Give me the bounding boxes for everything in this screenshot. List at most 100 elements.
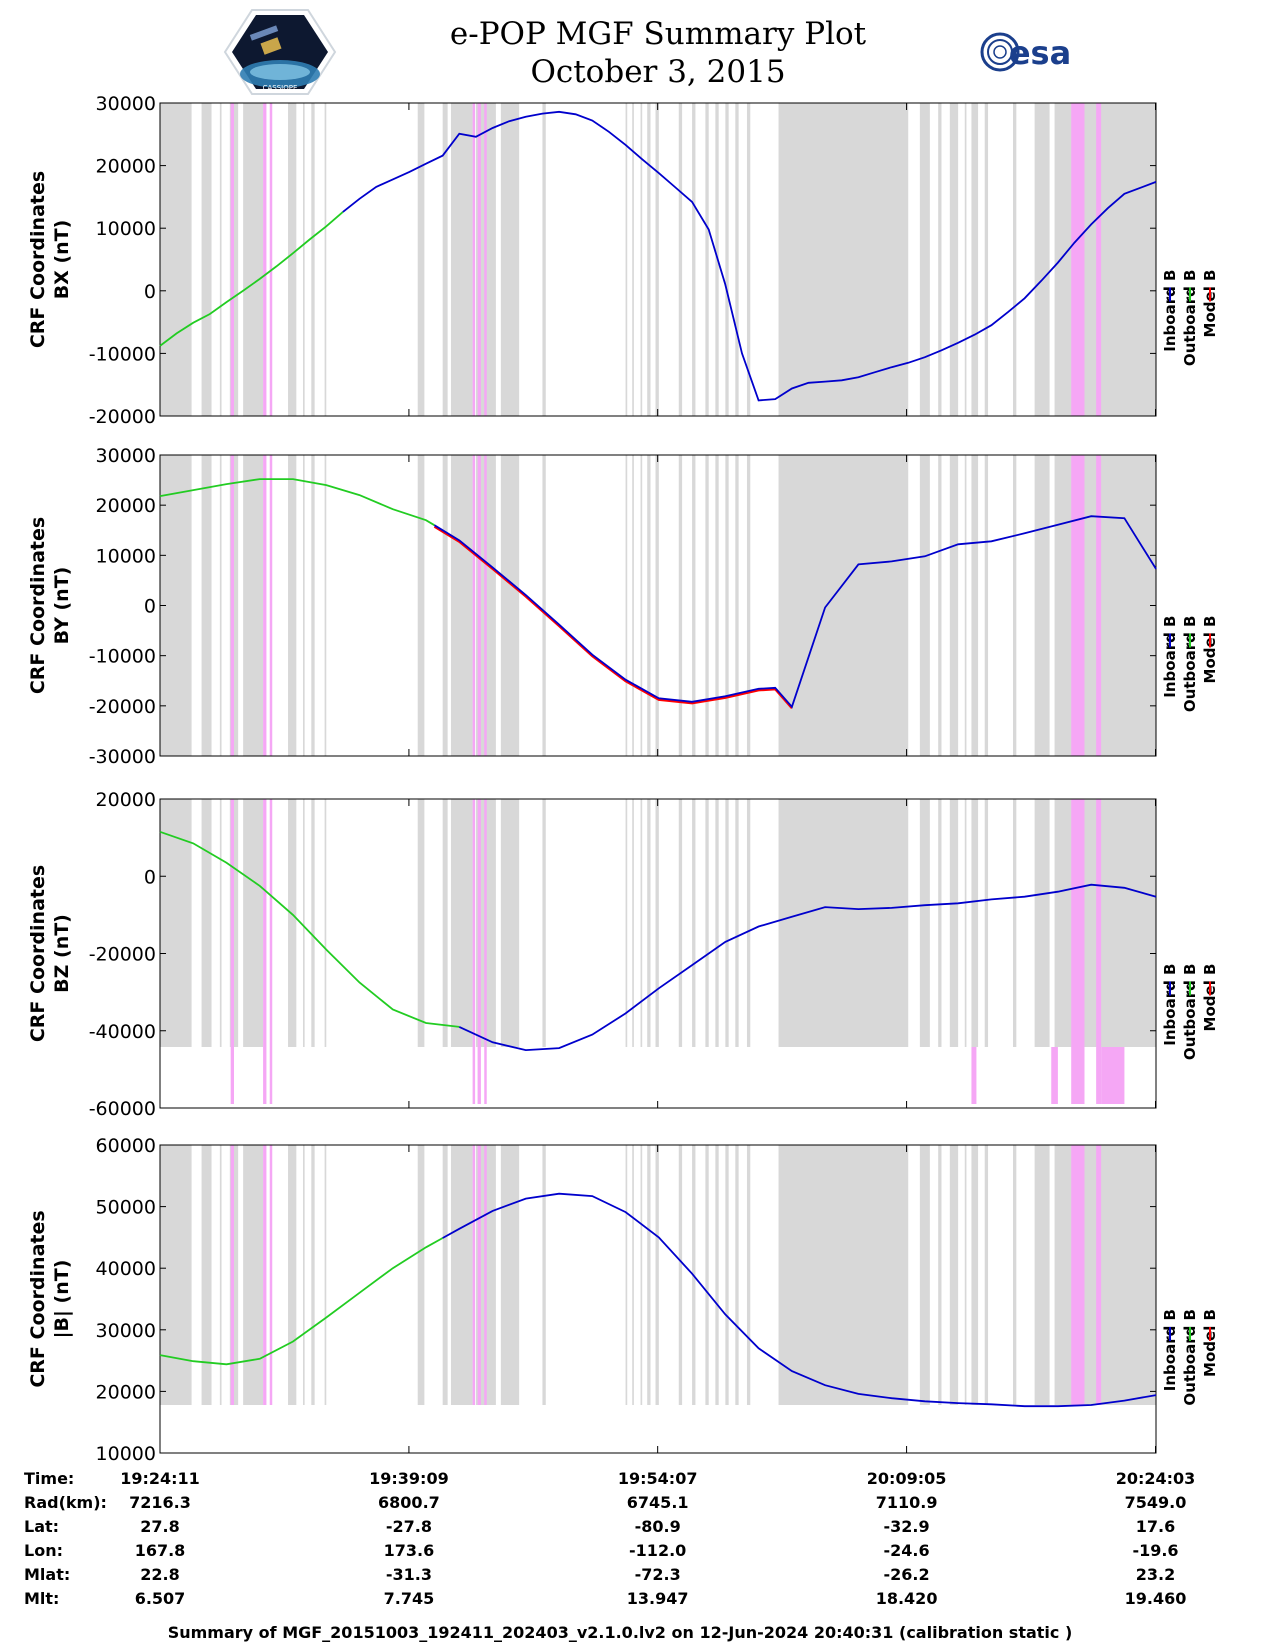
time-table-cell: -19.6: [1132, 1541, 1178, 1560]
y-tick-label: -20000: [89, 696, 156, 718]
mask-gray-band: [938, 103, 942, 416]
mask-gray-band: [984, 799, 989, 1047]
mask-gray-band: [640, 103, 643, 416]
mask-gray-band: [201, 1145, 212, 1405]
y-tick-label: -20000: [89, 406, 156, 428]
mask-gray-band: [324, 103, 327, 416]
mask-gray-band: [678, 455, 683, 756]
mask-gray-band: [625, 455, 628, 756]
mask-pink-band: [263, 455, 267, 756]
mask-gray-band: [160, 799, 192, 1047]
time-table-cell: 6745.1: [627, 1493, 689, 1512]
legend-label: Outboard B: [1181, 1309, 1199, 1406]
legend-label: Model B: [1201, 270, 1219, 338]
y-tick-label: 60000: [96, 1135, 156, 1157]
y-tick-label: 20000: [96, 1381, 156, 1403]
y-axis-label-line2: |B| (nT): [51, 1260, 73, 1339]
y-tick-label: 20000: [96, 156, 156, 178]
mask-gray-band: [735, 455, 739, 756]
time-table-cell: 19:54:07: [618, 1469, 698, 1488]
mask-gray-band: [778, 103, 909, 416]
mask-pink-band: [1071, 455, 1085, 756]
time-table-cell: 22.8: [140, 1565, 179, 1584]
time-table-cell: 173.6: [384, 1541, 435, 1560]
y-tick-label: 30000: [96, 1320, 156, 1342]
mask-gray-band: [442, 103, 448, 416]
mask-pink-band: [263, 799, 267, 1104]
mask-gray-band: [778, 1145, 909, 1405]
mask-pink-band: [484, 799, 487, 1104]
mask-pink-band: [269, 103, 273, 416]
mask-pink-band: [230, 455, 234, 756]
y-axis-label-line1: CRF Coordinates: [27, 865, 49, 1042]
y-tick-label: -10000: [89, 343, 156, 365]
mask-gray-band: [219, 1145, 222, 1405]
y-tick-label: -30000: [89, 746, 156, 768]
mask-gray-band: [1013, 455, 1017, 756]
legend-label: Model B: [1201, 964, 1219, 1032]
legend: Inboard B Outboard B Model B: [1161, 616, 1219, 713]
mask-gray-band: [715, 455, 719, 756]
mask-gray-band: [311, 799, 315, 1047]
time-table-cell: 17.6: [1136, 1517, 1175, 1536]
mask-pink-band: [971, 1047, 977, 1104]
mask-gray-band: [219, 799, 222, 1047]
mask-gray-band: [964, 103, 967, 416]
time-table-cell: 7216.3: [129, 1493, 191, 1512]
mask-pink-band: [1096, 1145, 1102, 1405]
mask-gray-band: [655, 799, 659, 1047]
mask-pink-band: [269, 455, 273, 756]
mask-gray-band: [219, 455, 222, 756]
mask-gray-band: [705, 799, 709, 1047]
mask-gray-band: [302, 103, 305, 416]
mask-gray-band: [647, 1145, 651, 1405]
mask-gray-band: [201, 799, 212, 1047]
mask-gray-band: [219, 103, 222, 416]
legend-label: Inboard B: [1161, 964, 1179, 1046]
mask-gray-band: [984, 1145, 989, 1405]
time-table-cell: 20:24:03: [1116, 1469, 1196, 1488]
y-tick-label: 0: [144, 281, 156, 303]
mask-gray-band: [1054, 799, 1156, 1047]
legend-label: Outboard B: [1181, 964, 1199, 1061]
series-inboard-line: [458, 883, 1157, 1052]
mask-gray-band: [288, 1145, 297, 1405]
mask-gray-band: [735, 103, 739, 416]
mask-gray-band: [1013, 103, 1017, 416]
mask-gray-band: [725, 799, 729, 1047]
mask-gray-band: [417, 799, 425, 1047]
y-axis-label-line2: BY (nT): [51, 567, 73, 645]
time-table-cell: -31.3: [386, 1565, 432, 1584]
legend-label: Model B: [1201, 616, 1219, 684]
y-tick-label: 10000: [96, 218, 156, 240]
mask-gray-band: [971, 103, 979, 416]
mask-gray-band: [632, 1145, 634, 1405]
mask-pink-band: [1096, 799, 1102, 1104]
mask-gray-band: [450, 103, 473, 416]
mask-gray-band: [1034, 455, 1050, 756]
time-table-row-label: Lat:: [24, 1517, 59, 1536]
mask-pink-band: [230, 103, 234, 416]
mask-gray-band: [746, 799, 751, 1047]
panel-bmag: 60000 50000 40000 30000 20000 10000 CRF Coordi…: [27, 1135, 1219, 1465]
mask-pink-band: [477, 799, 481, 1104]
mask-gray-band: [735, 1145, 739, 1405]
time-table-cell: 27.8: [140, 1517, 179, 1536]
series-model-line: [433, 525, 793, 710]
y-axis-label-line2: BZ (nT): [51, 914, 73, 993]
mask-gray-band: [746, 1145, 751, 1405]
y-tick-label: 0: [144, 866, 156, 888]
series-outboard-line: [159, 478, 435, 526]
legend: Inboard B Outboard B Model B: [1161, 964, 1219, 1061]
mask-gray-band: [735, 799, 739, 1047]
mask-gray-band: [1054, 455, 1156, 756]
mask-gray-band: [324, 1145, 327, 1405]
mask-gray-band: [201, 455, 212, 756]
mask-gray-band: [949, 103, 959, 416]
time-table-cell: 19.460: [1125, 1589, 1187, 1608]
y-tick-label: 30000: [96, 93, 156, 115]
mask-gray-band: [964, 455, 967, 756]
mask-gray-band: [640, 799, 643, 1047]
mask-gray-band: [1013, 1145, 1017, 1405]
mask-gray-band: [938, 455, 942, 756]
